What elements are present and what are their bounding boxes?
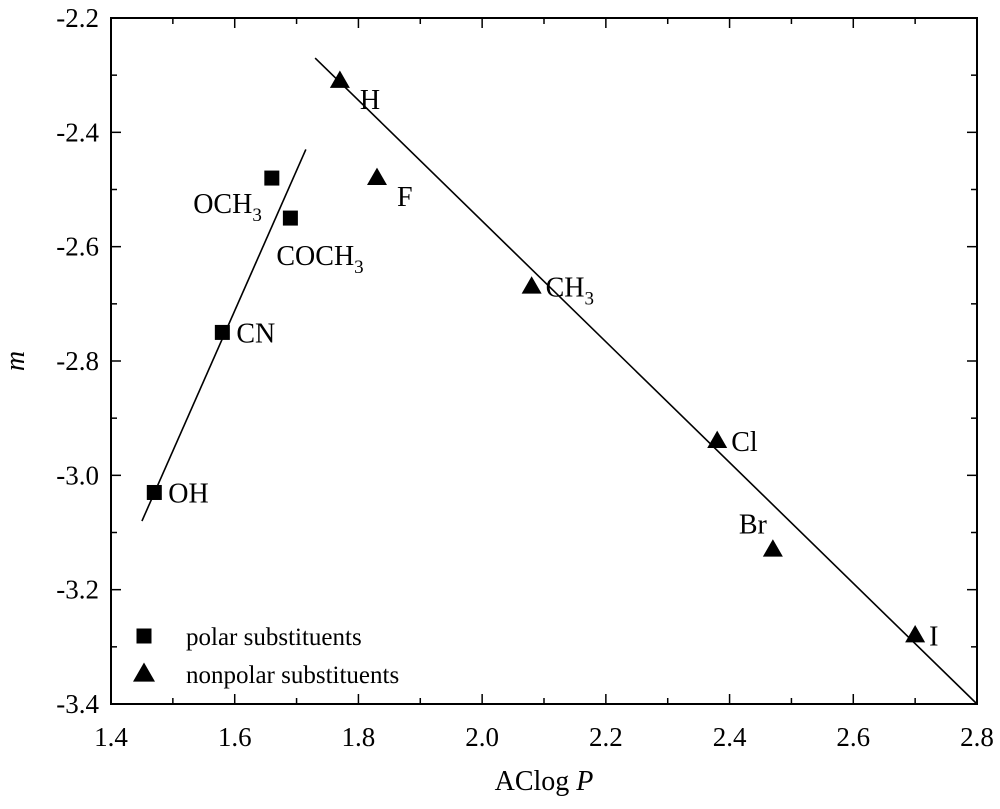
square-point [282,210,298,226]
point-label-subscript: 3 [585,289,595,310]
point-label: Cl [731,427,758,458]
square-point [264,170,280,186]
point-label: H [360,85,380,116]
point-label: Br [739,510,768,541]
x-axis-title-italic: P [575,766,593,797]
point-label-subscript: 3 [252,205,262,226]
point-label-text: OCH [193,189,252,220]
point-label-text: COCH [276,241,354,272]
legend-label: nonpolar substituents [186,662,399,689]
square-point [146,484,162,500]
x-tick-label: 1.8 [342,722,376,752]
y-tick-label: -2.6 [56,232,99,262]
point-label-text: OH [168,478,208,509]
y-tick-label: -2.8 [56,346,99,376]
x-tick-label: 2.4 [713,722,747,752]
legend-triangle-marker [133,662,155,682]
x-tick-label: 1.4 [94,722,128,752]
point-label-text: Br [739,510,768,541]
x-axis-title: AClog P [495,766,594,797]
point-label: CN [236,318,275,349]
fit-line-triangle [314,57,978,705]
plot-frame [110,17,978,705]
point-label: CH3 [546,273,594,310]
y-axis-title: m [0,351,31,371]
legend-label: polar substituents [186,624,362,651]
x-axis-title-text: AClog [495,766,577,797]
triangle-point [329,70,350,88]
y-tick-label: -3.2 [56,575,99,605]
triangle-point [366,167,387,186]
point-label-text: CH [546,273,585,304]
x-tick-label: 2.6 [836,722,870,752]
y-tick-label: -3.0 [56,460,99,490]
triangle-point [707,430,728,448]
y-tick-label: -2.4 [56,117,99,147]
point-label-text: F [397,182,413,213]
triangle-point [905,624,926,643]
point-label-subscript: 3 [354,257,364,278]
triangle-point [762,539,783,557]
legend-square-marker [136,628,152,644]
y-tick-label: -3.4 [56,689,99,719]
point-label: F [397,182,413,213]
triangle-point [521,276,542,294]
x-tick-label: 2.2 [589,722,623,752]
x-tick-label: 2.8 [960,722,994,752]
point-label-text: H [360,85,380,116]
x-tick-label: 1.6 [218,722,252,752]
square-point [214,324,230,340]
x-tick-label: 2.0 [465,722,499,752]
point-label-text: CN [236,318,275,349]
point-label-text: Cl [731,427,758,458]
point-label: OCH3 [193,189,262,226]
y-tick-label: -2.2 [56,3,99,33]
point-label: I [929,621,938,652]
point-label: COCH3 [276,241,363,278]
point-label-text: I [929,621,938,652]
point-label: OH [168,478,208,509]
